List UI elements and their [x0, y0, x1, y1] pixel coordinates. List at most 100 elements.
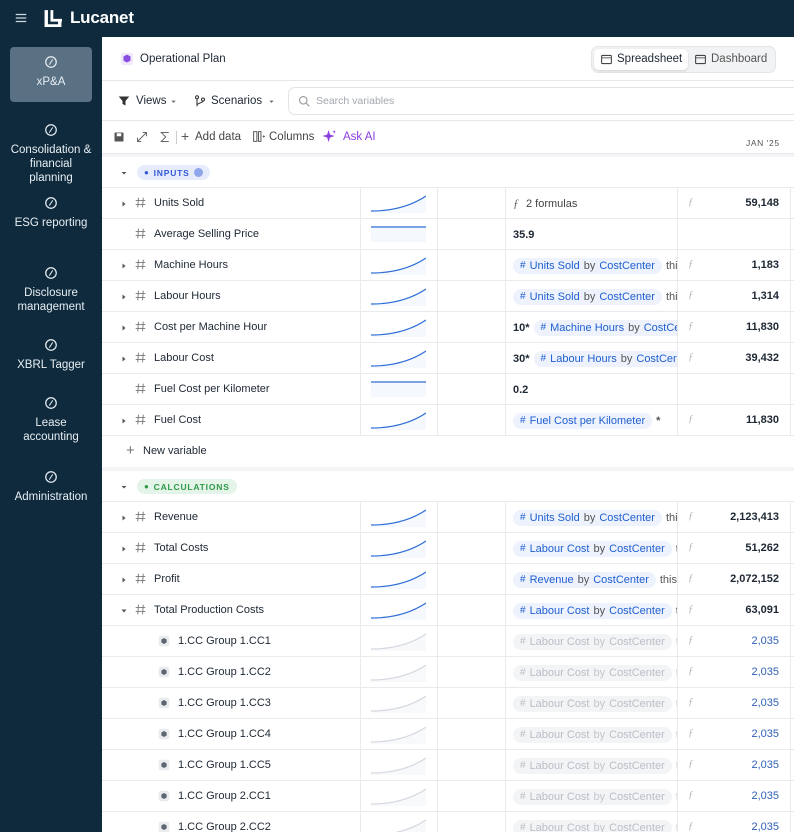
views-button[interactable]: Views [114, 90, 184, 112]
column-line [505, 688, 506, 719]
formula-chip[interactable]: # Labour Cost by CostCenter [513, 819, 672, 832]
table-row[interactable]: 1.CC Group 2.CC2 # Labour Cost by CostCenter… [102, 812, 794, 832]
column-line [437, 502, 438, 533]
caret [269, 100, 274, 103]
sidebar-item[interactable]: ESG reporting [10, 188, 92, 238]
sidebar-item[interactable]: xP&A [10, 47, 92, 102]
column-line [790, 281, 791, 312]
sparkline [371, 350, 426, 368]
view-tab[interactable]: Dashboard [688, 49, 774, 70]
formula-chip[interactable]: # Units Sold by CostCenter [513, 257, 662, 274]
formula-chip[interactable]: # Revenue by CostCenter [513, 571, 656, 588]
formula-chip[interactable]: #Machine HoursbyCostCenter [533, 319, 677, 336]
sparkline [371, 726, 426, 744]
formula-chip[interactable]: # Units Sold by CostCenter [513, 509, 662, 526]
table-row[interactable]: 1.CC Group 2.CC1 # Labour Cost by CostCenter… [102, 781, 794, 812]
variable-name: Cost per Machine Hour [154, 321, 268, 333]
table-row[interactable]: 1.CC Group 1.CC2 # Labour Cost by CostCenter… [102, 657, 794, 688]
column-line [677, 564, 678, 595]
chip-dimension: CostCenter [609, 821, 665, 832]
add-data-label: Add data [195, 131, 242, 143]
table-row[interactable]: Fuel Cost # Fuel Cost per Kilometer * ƒ 11,83… [102, 405, 794, 436]
columns-button[interactable]: Columns [252, 127, 318, 147]
formula-chip[interactable]: #Labour HoursbyCostCenter [533, 350, 677, 367]
formula-chip[interactable]: # Labour Cost by CostCenter [513, 664, 672, 681]
sidebar-label: Administration [14, 491, 88, 503]
sidebar-icon [45, 267, 57, 279]
formula-cell: ƒ 2 formulas [506, 188, 677, 219]
sidebar-label: XBRL Tagger [17, 359, 85, 371]
formula-chip[interactable]: # Labour Cost by CostCenter [513, 602, 672, 619]
formula-suffix: * [656, 414, 661, 427]
table-row[interactable]: Total Production Costs # Labour Cost by Cost… [102, 595, 794, 626]
formula-chip[interactable]: # Labour Cost by CostCenter [513, 788, 672, 805]
formula-cell: #Units SoldbyCostCenterthis [506, 281, 677, 312]
table-row[interactable]: Average Selling Price 35.9 [102, 219, 794, 250]
table-row[interactable]: Cost per Machine Hour 10* # Machine Hours by… [102, 312, 794, 343]
table-row[interactable]: Labour Hours#Units SoldbyCostCenterthisƒ… [102, 281, 794, 312]
table-row[interactable]: Machine Hours#Units SoldbyCostCenterthis… [102, 250, 794, 281]
column-line [437, 812, 438, 832]
table-row[interactable]: 1.CC Group 1.CC3 # Labour Cost by CostCenter… [102, 688, 794, 719]
sidebar-item[interactable]: Disclosure management [10, 258, 92, 313]
cube-icon [158, 759, 170, 771]
sidebar-item[interactable]: Consolidation & financial planning [10, 115, 92, 184]
search-box[interactable]: Search variables [288, 87, 794, 115]
sidebar-item[interactable]: Administration [10, 462, 92, 512]
save-icon [114, 132, 124, 142]
cell-value: 2,035 [751, 759, 779, 771]
column-line [505, 657, 506, 688]
formula-chip[interactable]: # Labour Cost by CostCenter [513, 726, 672, 743]
section-pill: ● CALCULATIONS [137, 479, 237, 494]
formula-marker: ƒ [688, 820, 694, 832]
column-line [790, 626, 791, 657]
table-row[interactable]: 1.CC Group 1.CC1 # Labour Cost by CostCenter… [102, 626, 794, 657]
table-row[interactable]: 1.CC Group 1.CC5 # Labour Cost by CostCenter… [102, 750, 794, 781]
chip-by: by [593, 666, 606, 679]
chip-dimension: CostCenter [609, 666, 665, 679]
table-row[interactable]: Units Sold ƒ 2 formulas ƒ 59,148 [102, 188, 794, 219]
table-row[interactable]: Revenue#Units SoldbyCostCenterthisƒ2,123… [102, 502, 794, 533]
formula-chip[interactable]: # Labour Cost by CostCenter [513, 757, 672, 774]
formula-marker: ƒ [688, 758, 694, 770]
columns-icon [253, 131, 265, 142]
formula-suffix: t [676, 667, 677, 679]
plus: + [181, 128, 190, 144]
sidebar-item[interactable]: Lease accounting [10, 388, 92, 443]
table-row[interactable]: Fuel Cost per Kilometer 0.2 [102, 374, 794, 405]
chip-dimension: CostCenter [636, 352, 677, 365]
collapse-caret [121, 172, 127, 175]
column-line [437, 281, 438, 312]
variable-name: 1.CC Group 1.CC1 [178, 635, 271, 647]
column-line [505, 374, 506, 405]
ask-ai-button[interactable]: Ask AI [322, 127, 382, 147]
hash: # [520, 260, 526, 271]
formula-prefix: 10* [513, 321, 530, 334]
sidebar-item[interactable]: XBRL Tagger [10, 330, 92, 380]
new-variable-button[interactable]: + New variable [102, 436, 794, 467]
section-label: CALCULATIONS [153, 481, 230, 492]
column-line [677, 405, 678, 436]
view-tab[interactable]: Spreadsheet [594, 49, 688, 70]
scenarios-button[interactable]: Scenarios [192, 90, 282, 112]
column-line [790, 343, 791, 374]
formula-chip[interactable]: # Labour Cost by CostCenter [513, 540, 672, 557]
formula-chip[interactable]: # Fuel Cost per Kilometer [513, 412, 653, 429]
table-row[interactable]: 1.CC Group 1.CC4 # Labour Cost by CostCenter… [102, 719, 794, 750]
column-line [790, 219, 791, 250]
hash: # [520, 822, 526, 832]
formula-chip[interactable]: # Units Sold by CostCenter [513, 288, 662, 305]
formula-chip[interactable]: # Labour Cost by CostCenter [513, 633, 672, 650]
column-line [360, 564, 361, 595]
column-line [677, 343, 678, 374]
variable-name: Total Costs [154, 542, 209, 554]
chip-variable: Labour Cost [529, 604, 590, 617]
add-data-button[interactable]: + Add data [181, 127, 245, 147]
formula-chip[interactable]: # Labour Cost by CostCenter [513, 695, 672, 712]
chip-by: by [593, 821, 606, 832]
section-pill: ● INPUTS [137, 165, 210, 180]
